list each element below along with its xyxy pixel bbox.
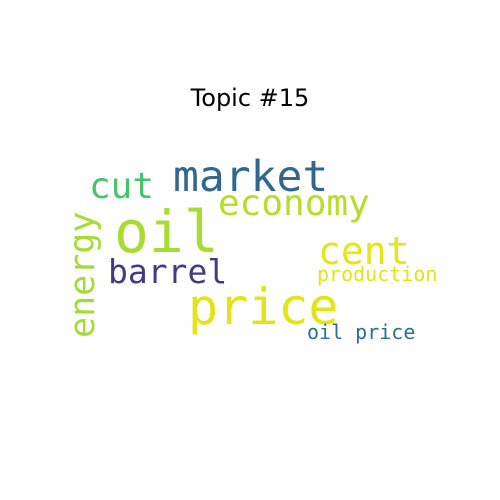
word-energy: energy	[63, 211, 103, 338]
word-production: production	[317, 262, 438, 286]
word-market: market	[173, 152, 329, 202]
word-oil-price: oil price	[307, 320, 416, 344]
word-oil: oil	[114, 198, 219, 266]
word-economy: economy	[218, 183, 370, 224]
word-price: price	[188, 278, 339, 336]
word-barrel: barrel	[108, 252, 228, 291]
word-cut: cut	[89, 166, 155, 207]
word-cent: cent	[318, 229, 410, 273]
cloud-title: Topic #15	[190, 84, 310, 112]
